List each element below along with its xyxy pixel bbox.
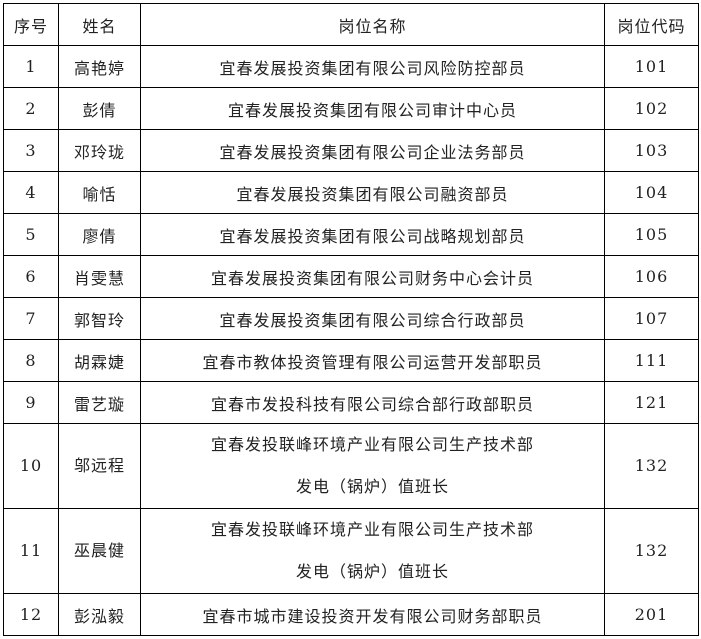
cell-code: 111 <box>604 339 699 382</box>
cell-code: 105 <box>604 213 699 256</box>
cell-code: 121 <box>604 381 699 424</box>
position-line: 宜春发展投资集团有限公司企业法务部员 <box>219 142 526 162</box>
cell-position: 宜春发投联峰环境产业有限公司生产技术部 发电（锅炉）值班长 <box>140 423 605 509</box>
cell-no: 11 <box>3 508 59 594</box>
table-row: 2 彭倩 宜春发展投资集团有限公司审计中心员 102 <box>3 87 699 130</box>
cell-position: 宜春发展投资集团有限公司融资部员 <box>140 171 605 214</box>
header-code: 岗位代码 <box>604 3 699 46</box>
table-row: 9 雷艺璇 宜春市发投科技有限公司综合部行政部职员 121 <box>3 381 699 424</box>
cell-code: 132 <box>604 423 699 509</box>
cell-position: 宜春市教体投资管理有限公司运营开发部职员 <box>140 339 605 382</box>
cell-position: 宜春市城市建设投资开发有限公司财务部职员 <box>140 593 605 636</box>
cell-no: 9 <box>3 381 59 424</box>
cell-code: 132 <box>604 508 699 594</box>
cell-position: 宜春发展投资集团有限公司综合行政部员 <box>140 297 605 340</box>
cell-no: 12 <box>3 593 59 636</box>
position-line: 宜春发展投资集团有限公司风险防控部员 <box>219 58 526 78</box>
position-line: 宜春发展投资集团有限公司融资部员 <box>236 184 509 204</box>
cell-name: 巫晨健 <box>58 508 141 594</box>
table-row: 7 郭智玲 宜春发展投资集团有限公司综合行政部员 107 <box>3 297 699 340</box>
position-line-2: 发电（锅炉）值班长 <box>295 477 449 496</box>
table-row: 6 肖雯慧 宜春发展投资集团有限公司财务中心会计员 106 <box>3 255 699 298</box>
table-row: 12 彭泓毅 宜春市城市建设投资开发有限公司财务部职员 201 <box>3 593 699 636</box>
cell-code: 201 <box>604 593 699 636</box>
cell-no: 8 <box>3 339 59 382</box>
cell-name: 肖雯慧 <box>58 255 141 298</box>
header-no: 序号 <box>3 3 59 46</box>
cell-code: 102 <box>604 87 699 130</box>
cell-name: 雷艺璇 <box>58 381 141 424</box>
cell-no: 1 <box>3 45 59 88</box>
cell-code: 101 <box>604 45 699 88</box>
cell-name: 邓玲珑 <box>58 129 141 172</box>
cell-position: 宜春发投联峰环境产业有限公司生产技术部 发电（锅炉）值班长 <box>140 508 605 594</box>
cell-name: 郭智玲 <box>58 297 141 340</box>
cell-position: 宜春发展投资集团有限公司财务中心会计员 <box>140 255 605 298</box>
position-line: 宜春市城市建设投资开发有限公司财务部职员 <box>202 606 543 626</box>
cell-code: 104 <box>604 171 699 214</box>
table-row: 1 高艳婷 宜春发展投资集团有限公司风险防控部员 101 <box>3 45 699 88</box>
position-line: 宜春发展投资集团有限公司审计中心员 <box>227 100 517 120</box>
cell-position: 宜春发展投资集团有限公司战略规划部员 <box>140 213 605 256</box>
table-row: 10 邬远程 宜春发投联峰环境产业有限公司生产技术部 发电（锅炉）值班长 132 <box>3 423 699 509</box>
position-line: 宜春发展投资集团有限公司综合行政部员 <box>219 310 526 330</box>
table-row: 11 巫晨健 宜春发投联峰环境产业有限公司生产技术部 发电（锅炉）值班长 132 <box>3 508 699 594</box>
position-line: 宜春发投联峰环境产业有限公司生产技术部 <box>210 435 534 454</box>
cell-position: 宜春发展投资集团有限公司风险防控部员 <box>140 45 605 88</box>
header-name: 姓名 <box>58 3 141 46</box>
table-row: 5 廖倩 宜春发展投资集团有限公司战略规划部员 105 <box>3 213 699 256</box>
cell-name: 廖倩 <box>58 213 141 256</box>
cell-no: 2 <box>3 87 59 130</box>
cell-no: 3 <box>3 129 59 172</box>
cell-name: 胡霖婕 <box>58 339 141 382</box>
position-line: 宜春发展投资集团有限公司财务中心会计员 <box>210 268 534 288</box>
table-row: 8 胡霖婕 宜春市教体投资管理有限公司运营开发部职员 111 <box>3 339 699 382</box>
position-line: 宜春发投联峰环境产业有限公司生产技术部 <box>210 520 534 539</box>
cell-code: 103 <box>604 129 699 172</box>
table-header-row: 序号 姓名 岗位名称 岗位代码 <box>3 3 699 46</box>
cell-name: 彭倩 <box>58 87 141 130</box>
cell-code: 106 <box>604 255 699 298</box>
table-row: 4 喻恬 宜春发展投资集团有限公司融资部员 104 <box>3 171 699 214</box>
cell-name: 邬远程 <box>58 423 141 509</box>
cell-name: 彭泓毅 <box>58 593 141 636</box>
cell-position: 宜春市发投科技有限公司综合部行政部职员 <box>140 381 605 424</box>
cell-no: 4 <box>3 171 59 214</box>
staff-table: 序号 姓名 岗位名称 岗位代码 1 高艳婷 宜春发展投资集团有限公司风险防控部员 10… <box>3 3 699 636</box>
cell-no: 7 <box>3 297 59 340</box>
header-position: 岗位名称 <box>140 3 605 46</box>
cell-name: 高艳婷 <box>58 45 141 88</box>
cell-no: 5 <box>3 213 59 256</box>
position-line-2: 发电（锅炉）值班长 <box>295 562 449 581</box>
position-line: 宜春市发投科技有限公司综合部行政部职员 <box>210 394 534 414</box>
position-line: 宜春发展投资集团有限公司战略规划部员 <box>219 226 526 246</box>
table-row: 3 邓玲珑 宜春发展投资集团有限公司企业法务部员 103 <box>3 129 699 172</box>
cell-no: 10 <box>3 423 59 509</box>
cell-position: 宜春发展投资集团有限公司企业法务部员 <box>140 129 605 172</box>
position-line: 宜春市教体投资管理有限公司运营开发部职员 <box>202 352 543 372</box>
cell-code: 107 <box>604 297 699 340</box>
cell-position: 宜春发展投资集团有限公司审计中心员 <box>140 87 605 130</box>
cell-name: 喻恬 <box>58 171 141 214</box>
cell-no: 6 <box>3 255 59 298</box>
